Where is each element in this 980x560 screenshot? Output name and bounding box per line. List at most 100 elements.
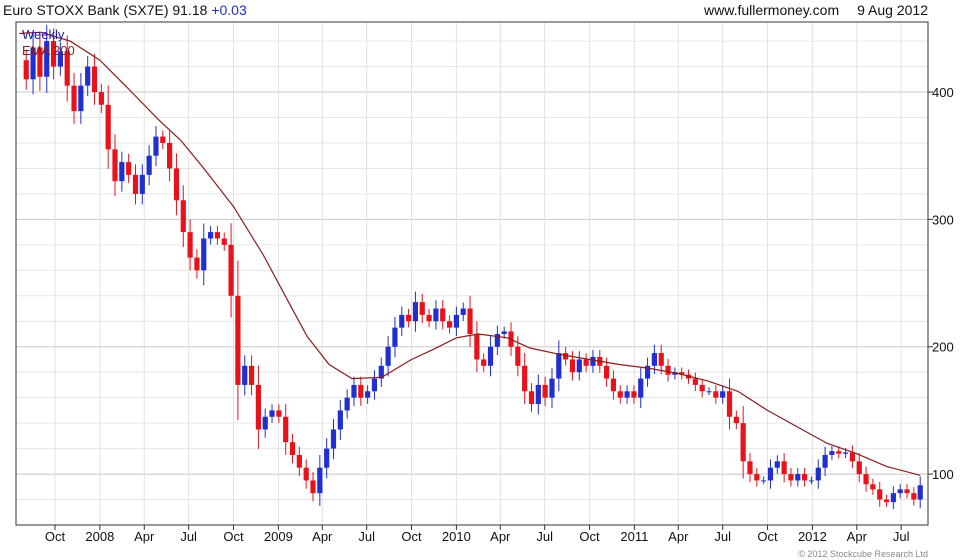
- candle-body-down: [440, 308, 446, 322]
- candle: [91, 53, 98, 105]
- candle-body-down: [296, 454, 302, 468]
- candle: [917, 476, 923, 509]
- candle-body-down: [631, 391, 637, 398]
- x-tick-label: Apr: [668, 529, 689, 544]
- candle-body-down: [883, 499, 890, 503]
- candle: [194, 249, 200, 279]
- candle: [187, 219, 193, 271]
- candle: [255, 365, 261, 449]
- y-tick-label: 400: [932, 85, 954, 100]
- x-tick-label: Apr: [134, 529, 155, 544]
- candle-body-up: [761, 480, 767, 482]
- candle-body-down: [713, 391, 719, 398]
- candle-body-up: [638, 378, 644, 398]
- copyright-credit: © 2012 Stockcube Research Ltd: [798, 549, 928, 559]
- candle-body-up: [153, 136, 159, 156]
- candle-body-up: [201, 238, 207, 271]
- candle: [563, 347, 569, 366]
- x-tick-label: 2008: [85, 529, 114, 544]
- x-tick-label: Apr: [312, 529, 333, 544]
- candle: [679, 367, 685, 380]
- candle: [44, 24, 50, 94]
- candle: [897, 484, 903, 499]
- candle: [788, 468, 794, 487]
- candle: [904, 484, 910, 499]
- candle-body-down: [542, 384, 548, 398]
- candle-body-down: [747, 461, 753, 475]
- candle: [638, 368, 644, 409]
- candle: [767, 459, 774, 489]
- candle-body-down: [255, 384, 261, 430]
- candle: [699, 378, 705, 398]
- candle-body-down: [563, 353, 569, 360]
- candle: [781, 453, 787, 483]
- candle: [665, 358, 671, 382]
- candle: [399, 306, 405, 336]
- candle-body-down: [904, 489, 910, 494]
- candle-body-up: [890, 493, 896, 503]
- header-right: www.fullermoney.com 9 Aug 2012: [704, 0, 928, 20]
- instrument-name: Euro STOXX Bank (SX7E): [3, 2, 169, 18]
- candle: [713, 385, 719, 404]
- candle: [385, 336, 391, 377]
- candle-body-up: [487, 346, 494, 366]
- candle: [153, 126, 159, 167]
- candle-body-down: [419, 302, 425, 315]
- candle-body-up: [57, 51, 63, 67]
- candle: [214, 226, 221, 245]
- candle: [569, 351, 576, 381]
- candle-body-up: [576, 359, 582, 373]
- candle: [126, 153, 132, 184]
- candle: [310, 472, 316, 502]
- candle: [221, 232, 227, 251]
- candle: [419, 293, 425, 324]
- candle: [453, 306, 459, 336]
- candle-body-down: [426, 314, 432, 322]
- candle: [829, 445, 835, 461]
- candle: [37, 33, 43, 91]
- candle-body-down: [71, 85, 77, 112]
- candle: [146, 145, 152, 186]
- candle-body-down: [98, 92, 104, 105]
- candle-body-down: [610, 378, 617, 392]
- candle: [911, 487, 917, 506]
- candle: [474, 321, 480, 373]
- x-tick-label: 2012: [798, 529, 827, 544]
- candle: [180, 185, 186, 248]
- plot-frame: [15, 21, 929, 526]
- candle-body-up: [460, 308, 466, 315]
- candle: [330, 418, 337, 460]
- x-tick-label: 2011: [620, 529, 648, 544]
- candle-body-down: [481, 359, 487, 366]
- candle: [228, 223, 234, 318]
- candle: [276, 404, 282, 423]
- candle: [890, 486, 896, 510]
- candle: [50, 28, 57, 80]
- candle-body-up: [378, 365, 384, 379]
- candle: [692, 372, 698, 391]
- candle-body-down: [699, 384, 705, 392]
- candle: [303, 459, 309, 489]
- candle: [365, 385, 371, 404]
- site-link[interactable]: www.fullermoney.com: [704, 2, 840, 18]
- candle: [378, 357, 384, 387]
- candle: [631, 385, 637, 404]
- candle: [481, 353, 487, 372]
- candle: [856, 453, 862, 483]
- candle: [487, 336, 494, 377]
- candle-body-up: [146, 155, 152, 175]
- candle-body-down: [358, 384, 364, 398]
- candle: [358, 376, 364, 406]
- y-tick-label: 300: [932, 212, 954, 227]
- x-tick-label: Jul: [358, 529, 375, 544]
- candle: [747, 453, 753, 483]
- candle: [371, 370, 378, 400]
- x-tick-label: Oct: [45, 529, 66, 544]
- candle: [105, 85, 111, 169]
- candle: [64, 35, 70, 102]
- candle: [720, 385, 726, 404]
- candle-body-down: [911, 493, 917, 500]
- candle-body-up: [351, 384, 357, 398]
- candle: [467, 295, 473, 347]
